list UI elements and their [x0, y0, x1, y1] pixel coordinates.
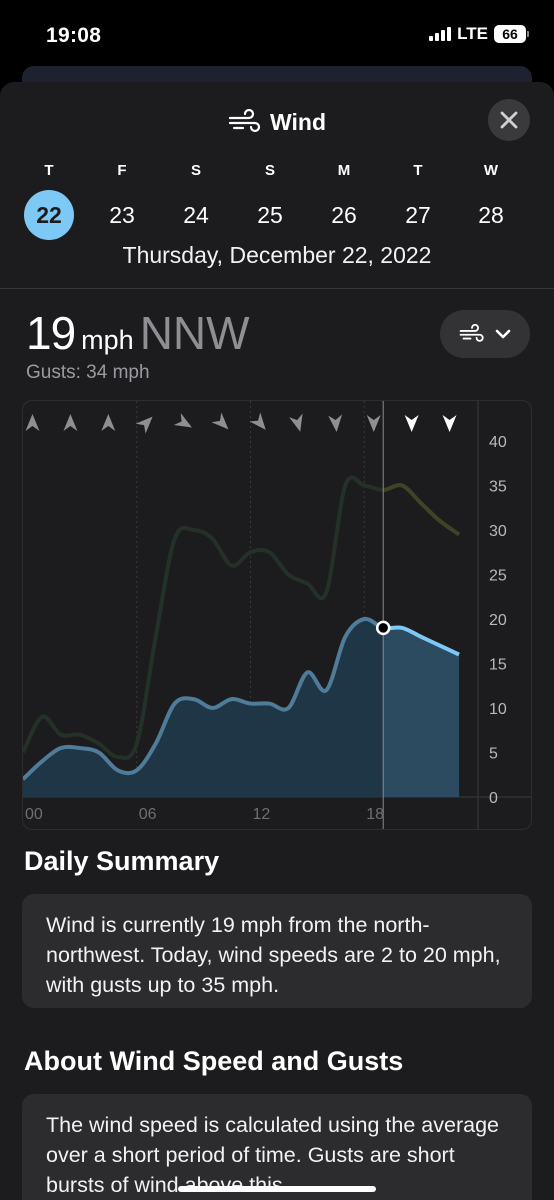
wind-direction-arrow-icon [101, 414, 116, 431]
day-letter: T [44, 162, 54, 179]
y-tick-label: 35 [489, 479, 507, 496]
day-number: 25 [257, 202, 283, 228]
wind-direction: NNW [139, 307, 250, 359]
y-tick-label: 30 [489, 523, 507, 540]
current-reading: 19 mph NNW [26, 306, 250, 360]
y-tick-label: 15 [489, 657, 507, 674]
day-letter: W [483, 162, 499, 179]
wind-direction-arrow-icon [63, 414, 78, 431]
day-letter: S [264, 162, 275, 179]
home-indicator[interactable] [178, 1186, 376, 1192]
speed-area-future [383, 627, 460, 797]
day-number: 23 [109, 202, 135, 228]
status-bar: 19:08 LTE 66 [0, 0, 554, 66]
day-number: 24 [183, 202, 209, 228]
selected-date: Thursday, December 22, 2022 [122, 242, 432, 268]
y-tick-label: 25 [489, 568, 507, 585]
wind-direction-arrow-icon [135, 416, 153, 434]
speed-unit: mph [81, 325, 134, 355]
day-2[interactable]: S 24 [168, 160, 224, 240]
day-3[interactable]: S 25 [242, 160, 298, 240]
day-1[interactable]: F 23 [94, 160, 150, 240]
wind-direction-arrow-icon [173, 412, 192, 428]
wind-direction-arrow-icon [404, 415, 419, 432]
about-card: The wind speed is calculated using the a… [22, 1094, 532, 1200]
y-tick-label: 40 [489, 434, 507, 451]
x-tick-label: 12 [253, 806, 271, 823]
day-number: 26 [331, 202, 357, 228]
gusts-reading: Gusts: 34 mph [26, 362, 150, 383]
day-letter: S [190, 162, 201, 179]
wind-direction-arrow-icon [442, 415, 457, 432]
battery-icon: 66 [494, 25, 529, 43]
status-time: 19:08 [46, 24, 102, 47]
network-type: LTE [457, 24, 488, 43]
day-picker: T 22 F 23 S 24 S 25 M 26 T 27 W 28 [0, 160, 554, 240]
x-tick-label: 06 [139, 806, 157, 823]
x-tick-label: 18 [366, 806, 384, 823]
cellular-signal-icon [429, 27, 452, 41]
wind-direction-arrow-icon [289, 413, 303, 432]
current-point [375, 620, 391, 636]
divider [0, 288, 554, 289]
y-tick-label: 5 [489, 746, 498, 763]
status-indicators: LTE 66 [429, 24, 529, 44]
day-number: 27 [405, 202, 431, 228]
daily-summary-title: Daily Summary [24, 846, 220, 876]
wind-direction-arrow-icon [25, 414, 40, 431]
wind-direction-arrow-icon [211, 412, 229, 430]
sheet-header: Wind [0, 102, 554, 142]
day-number: 22 [24, 190, 74, 240]
current-speed: 19 [26, 307, 76, 359]
wind-chart[interactable]: 0 5 10 15 20 25 30 35 40 00 06 12 18 [22, 400, 532, 830]
daily-summary-card: Wind is currently 19 mph from the north-… [22, 894, 532, 1008]
day-letter: M [337, 162, 351, 179]
wind-chart-svg: 0 5 10 15 20 25 30 35 40 00 06 12 18 [23, 401, 531, 829]
chevron-down-icon [495, 329, 511, 339]
day-letter: T [413, 162, 423, 179]
wind-direction-arrow-icon [249, 412, 266, 430]
wind-direction-arrow-icon [366, 415, 381, 432]
x-tick-label: 00 [25, 806, 43, 823]
y-tick-label: 0 [489, 790, 498, 807]
day-0[interactable]: T 22 [21, 160, 77, 240]
speed-area-past [23, 618, 384, 797]
about-title: About Wind Speed and Gusts [24, 1046, 404, 1076]
day-number: 28 [478, 202, 504, 228]
day-letter: F [117, 162, 127, 179]
y-tick-label: 20 [489, 612, 507, 629]
speed-line-past [23, 616, 384, 781]
gust-line-past [23, 475, 384, 760]
close-icon [500, 111, 518, 129]
wind-direction-arrow-icon [328, 414, 343, 432]
y-tick-label: 10 [489, 701, 507, 718]
wind-sheet: Wind T 22 F 23 S 24 S 25 M 26 T 27 [0, 82, 554, 1200]
day-4[interactable]: M 26 [316, 160, 372, 240]
sheet-title: Wind [270, 108, 326, 135]
close-button[interactable] [488, 99, 530, 141]
wind-icon [228, 109, 261, 133]
wind-icon [459, 324, 484, 342]
day-6[interactable]: W 28 [463, 160, 519, 240]
chart-type-dropdown[interactable] [440, 310, 530, 358]
day-5[interactable]: T 27 [390, 160, 446, 240]
